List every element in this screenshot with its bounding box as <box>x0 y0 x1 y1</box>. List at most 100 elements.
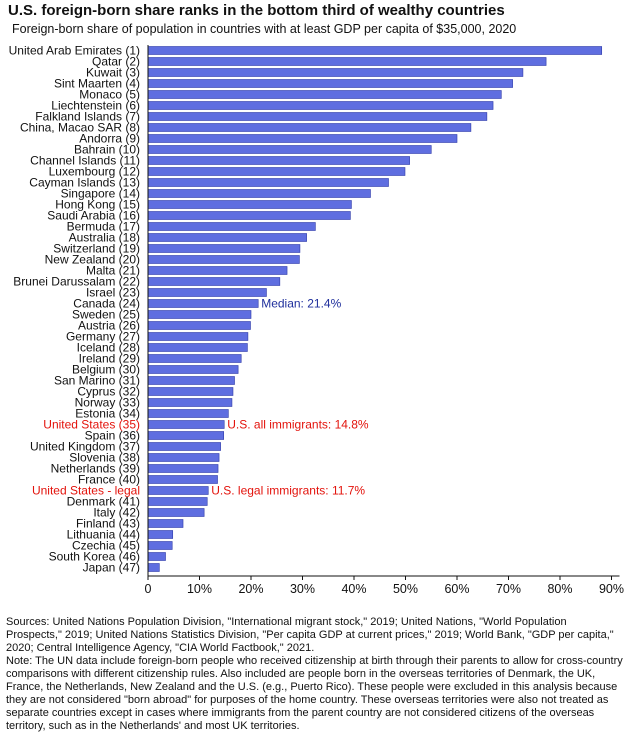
category-label-japan-47: Japan (47) <box>83 561 140 575</box>
bar-united-states-legal <box>147 486 209 495</box>
bar-qatar-2 <box>147 57 547 66</box>
category-label-china-macao-sar-8: China, Macao SAR (8) <box>20 121 140 135</box>
bar-belgium-30 <box>147 365 239 374</box>
category-label-andorra-9: Andorra (9) <box>79 132 140 146</box>
x-tick-label-7: 70% <box>496 582 521 596</box>
category-label-belgium-30: Belgium (30) <box>72 363 140 377</box>
category-label-san-marino-31: San Marino (31) <box>54 374 140 388</box>
x-tick-label-4: 40% <box>341 582 366 596</box>
category-label-saudi-arabia-16: Saudi Arabia (16) <box>47 209 140 223</box>
bar-kuwait-3 <box>147 68 524 77</box>
bar-norway-33 <box>147 398 233 407</box>
x-tick-label-6: 60% <box>444 582 469 596</box>
bar-spain-36 <box>147 431 225 440</box>
bar-monaco-5 <box>147 90 502 99</box>
category-label-norway-33: Norway (33) <box>75 396 140 410</box>
sources-text: Sources: United Nations Population Divis… <box>6 616 614 654</box>
x-tick-label-1: 10% <box>187 582 212 596</box>
category-label-kuwait-3: Kuwait (3) <box>86 66 140 80</box>
category-label-bahrain-10: Bahrain (10) <box>74 143 140 157</box>
category-label-monaco-5: Monaco (5) <box>79 88 140 102</box>
category-label-qatar-2: Qatar (2) <box>92 55 140 69</box>
x-tick-label-0: 0 <box>145 582 152 596</box>
bar-cyprus-32 <box>147 387 234 396</box>
bar-germany-27 <box>147 332 249 341</box>
category-label-united-states-35: United States (35) <box>43 418 140 432</box>
category-label-luxembourg-12: Luxembourg (12) <box>49 165 140 179</box>
bar-israel-23 <box>147 288 267 297</box>
bar-iceland-28 <box>147 343 248 352</box>
bar-italy-42 <box>147 508 205 517</box>
chart-title: U.S. foreign-born share ranks in the bot… <box>8 2 505 19</box>
bar-channel-islands-11 <box>147 156 410 165</box>
bar-france-40 <box>147 475 218 484</box>
category-label-lithuania-44: Lithuania (44) <box>67 528 140 542</box>
bar-sweden-25 <box>147 310 252 319</box>
bar-luxembourg-12 <box>147 167 406 176</box>
category-label-brunei-darussalam-22: Brunei Darussalam (22) <box>13 275 140 289</box>
annotation-u-s-legal-immigrants-11-7: U.S. legal immigrants: 11.7% <box>211 484 365 498</box>
category-label-france-40: France (40) <box>78 473 140 487</box>
bar-canada-24 <box>147 299 259 308</box>
bar-china-macao-sar-8 <box>147 123 472 132</box>
category-label-cayman-islands-13: Cayman Islands (13) <box>29 176 140 190</box>
bar-switzerland-19 <box>147 244 301 253</box>
category-label-channel-islands-11: Channel Islands (11) <box>30 154 140 168</box>
category-label-iceland-28: Iceland (28) <box>77 341 140 355</box>
bar-falkland-islands-7 <box>147 112 488 121</box>
bar-united-kingdom-37 <box>147 442 221 451</box>
bar-malta-21 <box>147 266 288 275</box>
category-label-united-arab-emirates-1: United Arab Emirates (1) <box>9 44 140 58</box>
annotation-median-21-4: Median: 21.4% <box>261 297 341 311</box>
bar-hong-kong-15 <box>147 200 352 209</box>
bar-bermuda-17 <box>147 222 316 231</box>
category-label-malta-21: Malta (21) <box>86 264 140 278</box>
x-tick-label-9: 90% <box>599 582 624 596</box>
bar-denmark-41 <box>147 497 208 506</box>
category-label-falkland-islands-7: Falkland Islands (7) <box>35 110 140 124</box>
category-label-finland-43: Finland (43) <box>76 517 140 531</box>
bar-brunei-darussalam-22 <box>147 277 281 286</box>
bar-san-marino-31 <box>147 376 235 385</box>
bar-austria-26 <box>147 321 251 330</box>
category-label-australia-18: Australia (18) <box>69 231 140 245</box>
category-label-singapore-14: Singapore (14) <box>61 187 140 201</box>
bar-new-zealand-20 <box>147 255 300 264</box>
category-label-new-zealand-20: New Zealand (20) <box>45 253 140 267</box>
bar-estonia-34 <box>147 409 229 418</box>
category-label-hong-kong-15: Hong Kong (15) <box>55 198 140 212</box>
x-tick-label-5: 50% <box>393 582 418 596</box>
x-tick-label-3: 30% <box>290 582 315 596</box>
bar-cayman-islands-13 <box>147 178 389 187</box>
category-label-estonia-34: Estonia (34) <box>75 407 140 421</box>
bar-chart: United Arab Emirates (1)Qatar (2)Kuwait … <box>9 44 624 597</box>
category-label-germany-27: Germany (27) <box>66 330 140 344</box>
category-label-liechtenstein-6: Liechtenstein (6) <box>51 99 140 113</box>
category-label-israel-23: Israel (23) <box>86 286 140 300</box>
note-text: Note: The UN data include foreign-born p… <box>6 655 623 732</box>
category-label-italy-42: Italy (42) <box>93 506 140 520</box>
bar-slovenia-38 <box>147 453 220 462</box>
category-label-canada-24: Canada (24) <box>73 297 140 311</box>
category-label-south-korea-46: South Korea (46) <box>49 550 140 564</box>
x-tick-label-2: 20% <box>238 582 263 596</box>
category-label-sint-maarten-4: Sint Maarten (4) <box>54 77 140 91</box>
bar-ireland-29 <box>147 354 242 363</box>
bar-singapore-14 <box>147 189 371 198</box>
category-label-united-states-legal: United States - legal <box>32 484 140 498</box>
bar-south-korea-46 <box>147 552 166 561</box>
bar-lithuania-44 <box>147 530 174 539</box>
bar-united-arab-emirates-1 <box>147 46 603 55</box>
category-label-slovenia-38: Slovenia (38) <box>69 451 140 465</box>
category-label-denmark-41: Denmark (41) <box>67 495 140 509</box>
category-label-bermuda-17: Bermuda (17) <box>67 220 140 234</box>
bar-japan-47 <box>147 563 160 572</box>
bar-sint-maarten-4 <box>147 79 513 88</box>
bar-andorra-9 <box>147 134 458 143</box>
source-notes: Sources: United Nations Population Divis… <box>6 616 624 733</box>
category-label-austria-26: Austria (26) <box>78 319 140 333</box>
annotation-u-s-all-immigrants-14-8: U.S. all immigrants: 14.8% <box>227 418 369 432</box>
x-tick-label-8: 80% <box>547 582 572 596</box>
bar-liechtenstein-6 <box>147 101 494 110</box>
bar-czechia-45 <box>147 541 173 550</box>
